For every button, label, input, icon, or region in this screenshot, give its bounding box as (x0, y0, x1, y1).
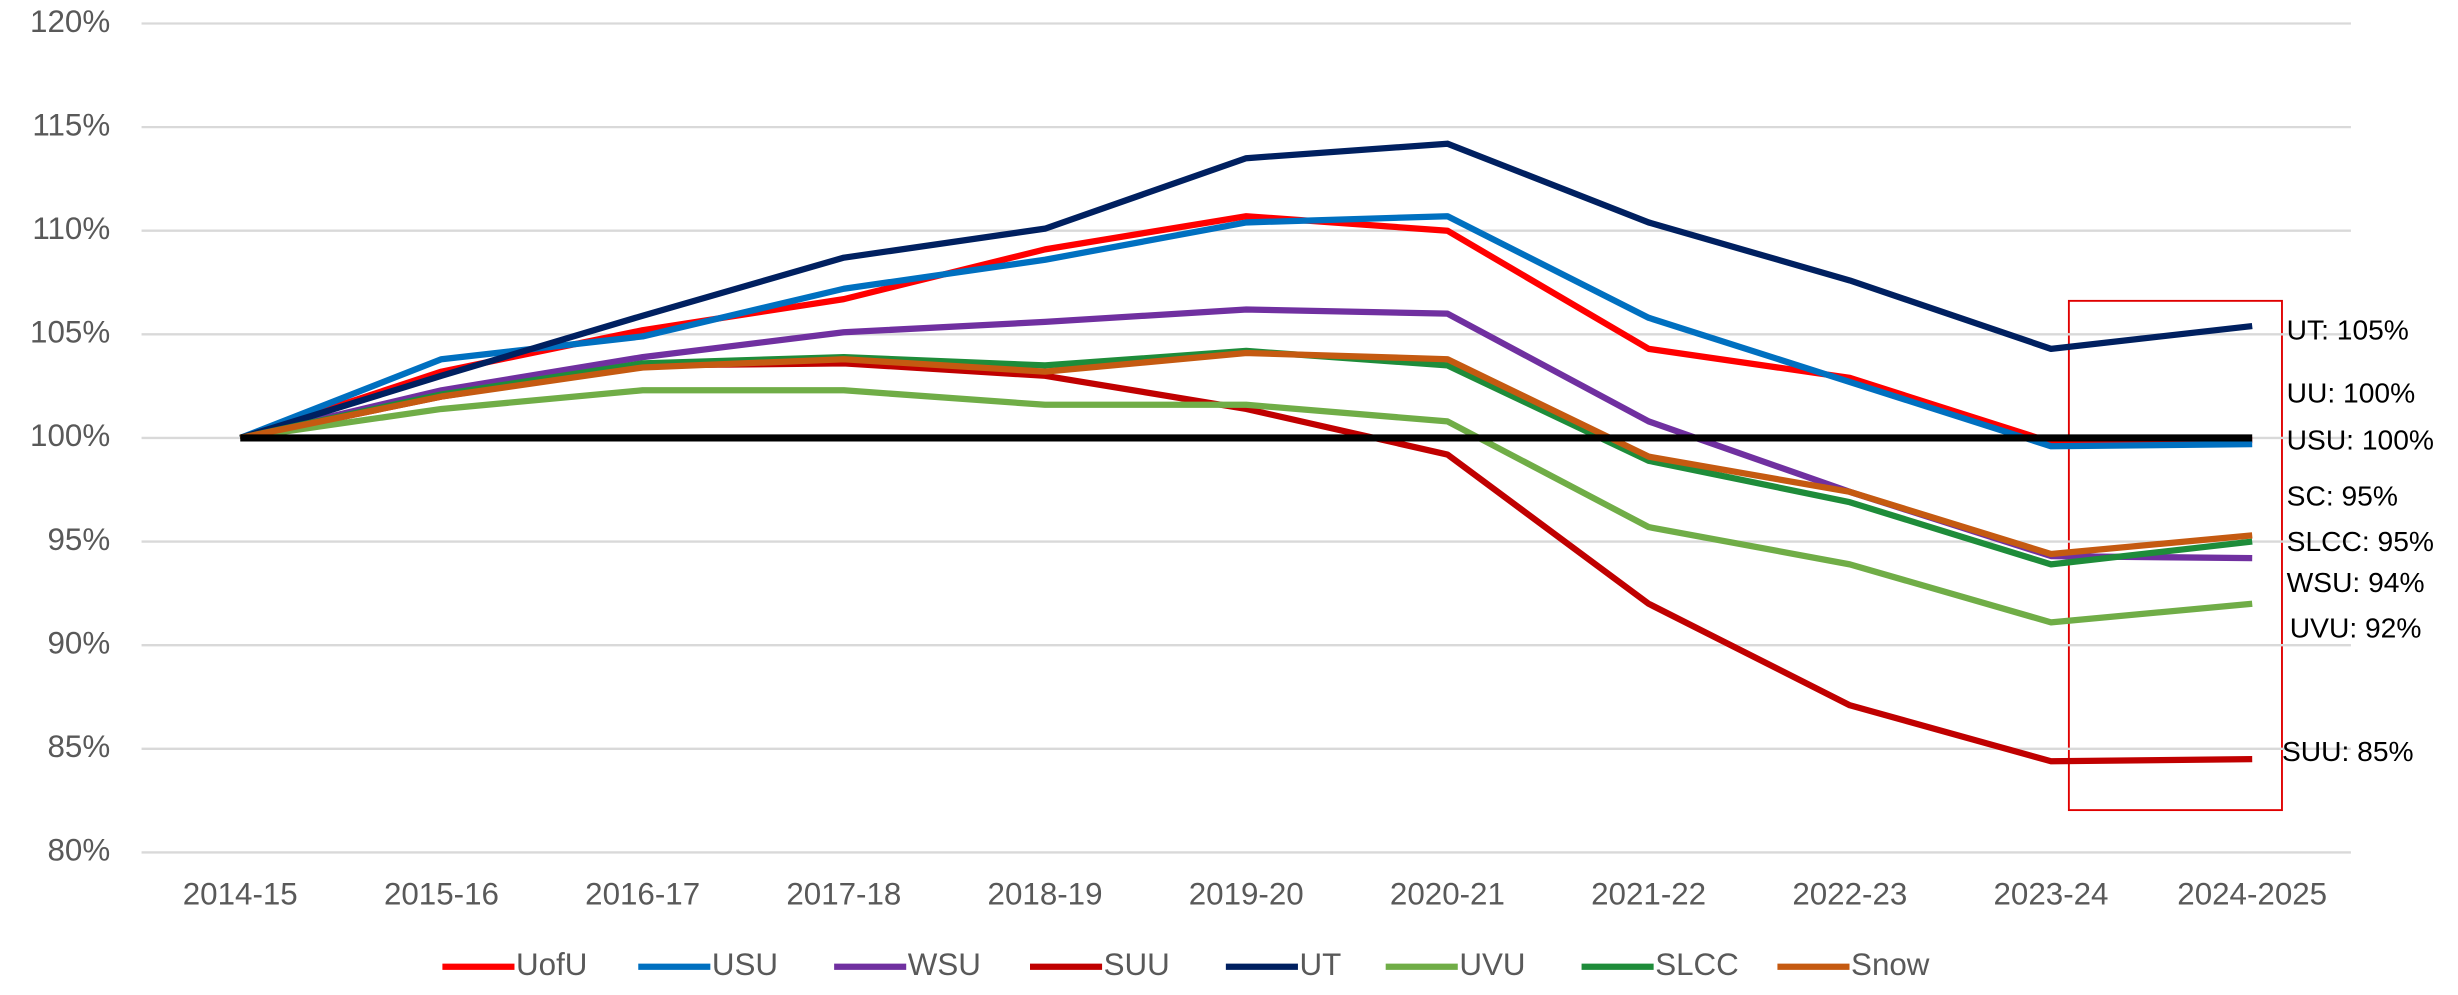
annotation: UT: 105% (2287, 314, 2409, 346)
y-tick-label: 80% (48, 833, 111, 868)
y-tick-label: 85% (48, 729, 111, 764)
legend-label: WSU (908, 947, 981, 982)
series-line (239, 387, 2253, 626)
y-tick-label: 120% (30, 4, 110, 39)
x-tick-label: 2021-22 (1591, 877, 1706, 912)
x-tick-label: 2022-23 (1792, 877, 1907, 912)
x-tick-label: 2019-20 (1189, 877, 1304, 912)
y-tick-label: 95% (48, 522, 111, 557)
annotation: UU: 100% (2287, 376, 2415, 408)
legend-label: UT (1300, 947, 1342, 982)
y-tick-label: 115% (32, 107, 110, 142)
y-tick-label: 105% (30, 315, 110, 350)
x-tick-label: 2023-24 (1994, 877, 2109, 912)
annotation: USU: 100% (2287, 423, 2434, 455)
x-tick-label: 2018-19 (988, 877, 1103, 912)
series-line (239, 349, 2253, 558)
series-line (239, 213, 2253, 450)
x-tick-label: 2020-21 (1390, 877, 1505, 912)
legend-label: USU (712, 947, 778, 982)
legend-label: SLCC (1655, 947, 1739, 982)
annotation: SC: 95% (2287, 480, 2398, 512)
x-tick-label: 2014-15 (183, 877, 298, 912)
legend-label: UVU (1459, 947, 1525, 982)
legend-label: UofU (516, 947, 587, 982)
series-line (239, 140, 2253, 441)
legend-label: Snow (1851, 947, 1930, 982)
annotation: WSU: 94% (2287, 566, 2425, 598)
x-tick-label: 2016-17 (585, 877, 700, 912)
y-tick-label: 110% (32, 211, 110, 246)
legend-label: SUU (1104, 947, 1170, 982)
x-tick-label: 2024-2025 (2177, 877, 2327, 912)
y-tick-label: 90% (48, 625, 111, 660)
annotation: SLCC: 95% (2287, 525, 2434, 557)
x-tick-label: 2015-16 (384, 877, 499, 912)
series-line (239, 360, 2253, 765)
y-tick-label: 100% (30, 418, 110, 453)
annotation: SUU: 85% (2282, 735, 2414, 767)
annotation: UVU: 92% (2290, 611, 2422, 643)
x-tick-label: 2017-18 (786, 877, 901, 912)
